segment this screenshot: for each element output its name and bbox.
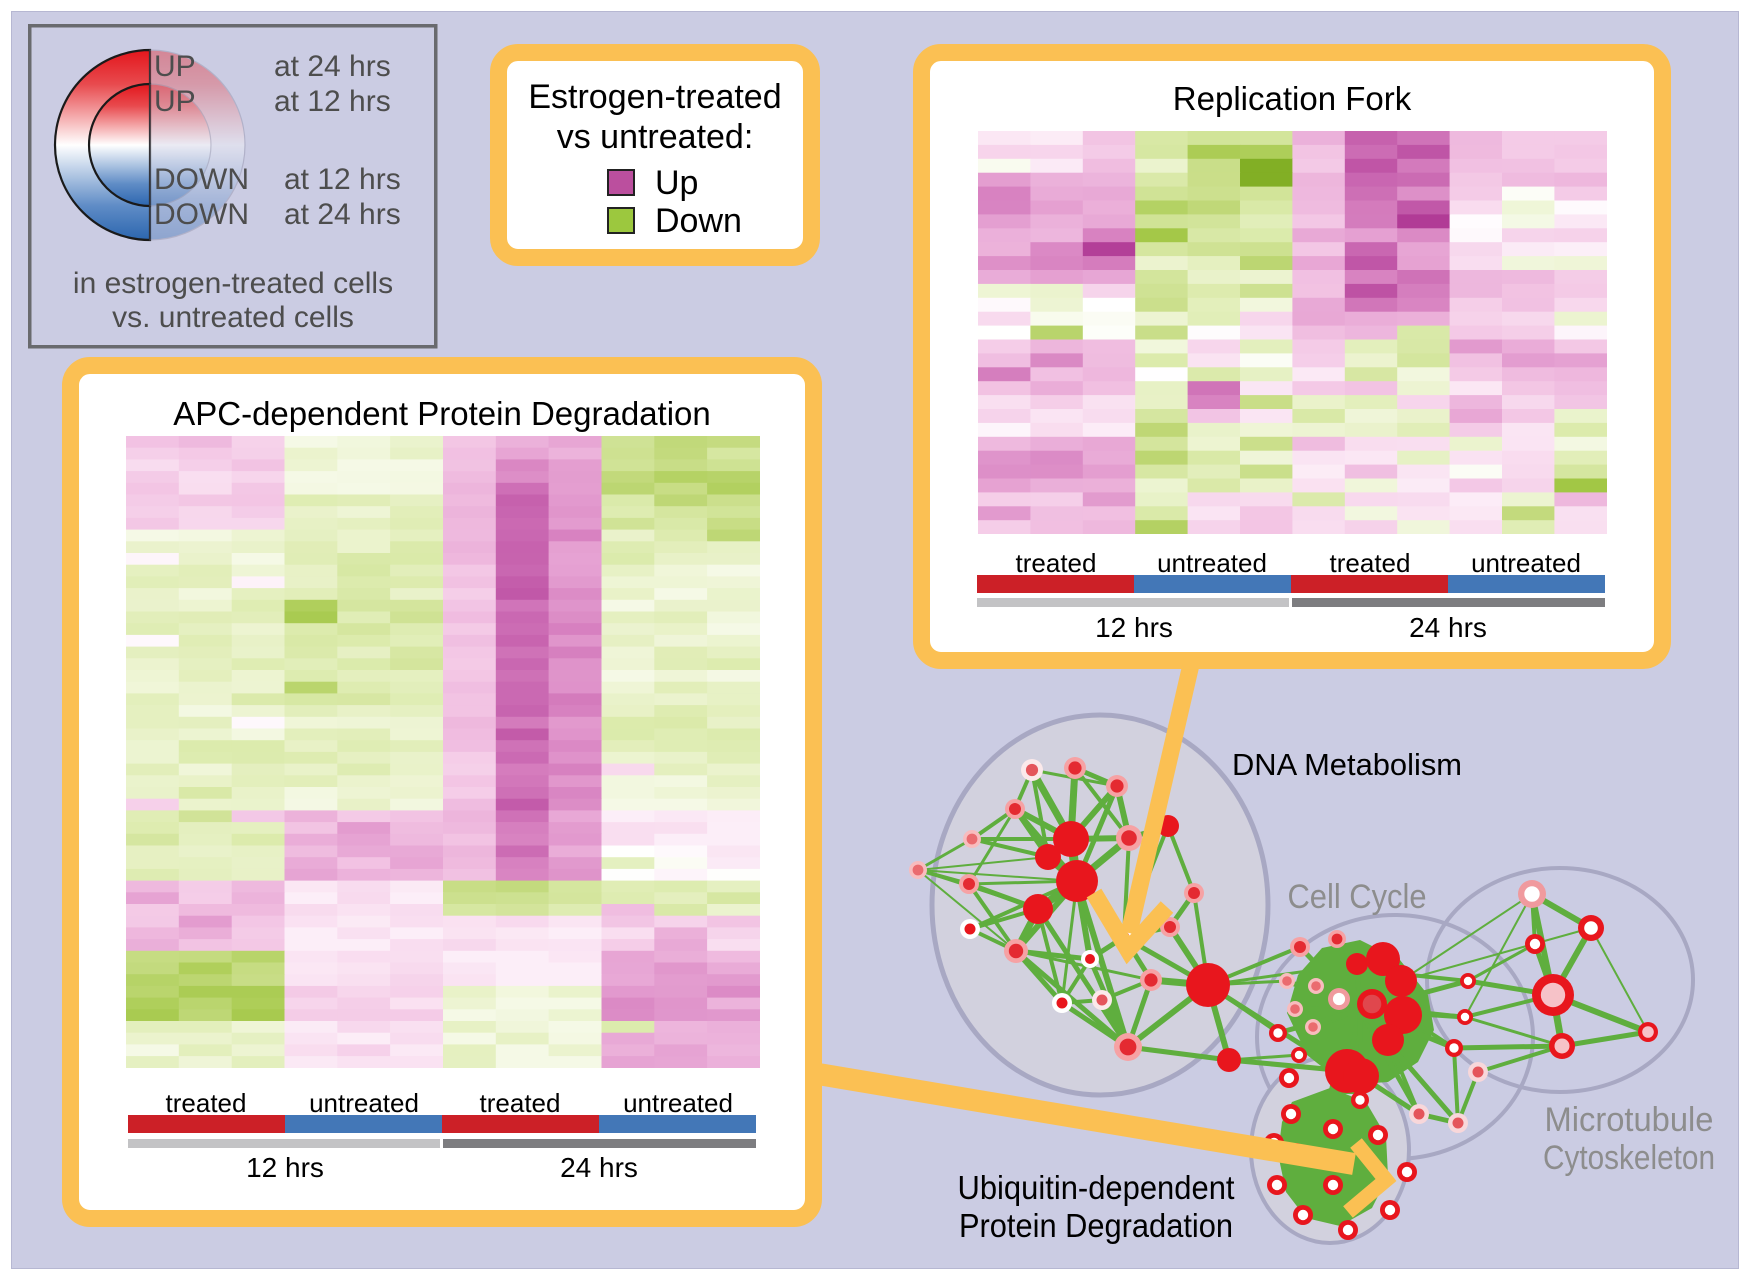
svg-text:DNA Metabolism: DNA Metabolism xyxy=(1232,747,1462,782)
svg-text:vs. untreated cells: vs. untreated cells xyxy=(112,301,354,334)
svg-text:Cytoskeleton: Cytoskeleton xyxy=(1543,1139,1715,1177)
svg-text:at 24 hrs: at 24 hrs xyxy=(274,50,391,83)
svg-text:in estrogen-treated cells: in estrogen-treated cells xyxy=(73,267,393,300)
svg-text:UP: UP xyxy=(154,50,196,83)
svg-text:Microtubule: Microtubule xyxy=(1545,1101,1714,1139)
svg-text:DOWN: DOWN xyxy=(154,163,249,196)
svg-text:Cell Cycle: Cell Cycle xyxy=(1288,878,1427,916)
svg-text:Ubiquitin-dependent: Ubiquitin-dependent xyxy=(958,1169,1235,1206)
svg-text:Protein Degradation: Protein Degradation xyxy=(959,1207,1233,1244)
svg-text:UP: UP xyxy=(154,85,196,118)
svg-text:DOWN: DOWN xyxy=(154,198,249,231)
svg-text:at 12 hrs: at 12 hrs xyxy=(284,163,401,196)
svg-text:at 12 hrs: at 12 hrs xyxy=(274,85,391,118)
svg-text:at 24 hrs: at 24 hrs xyxy=(284,198,401,231)
